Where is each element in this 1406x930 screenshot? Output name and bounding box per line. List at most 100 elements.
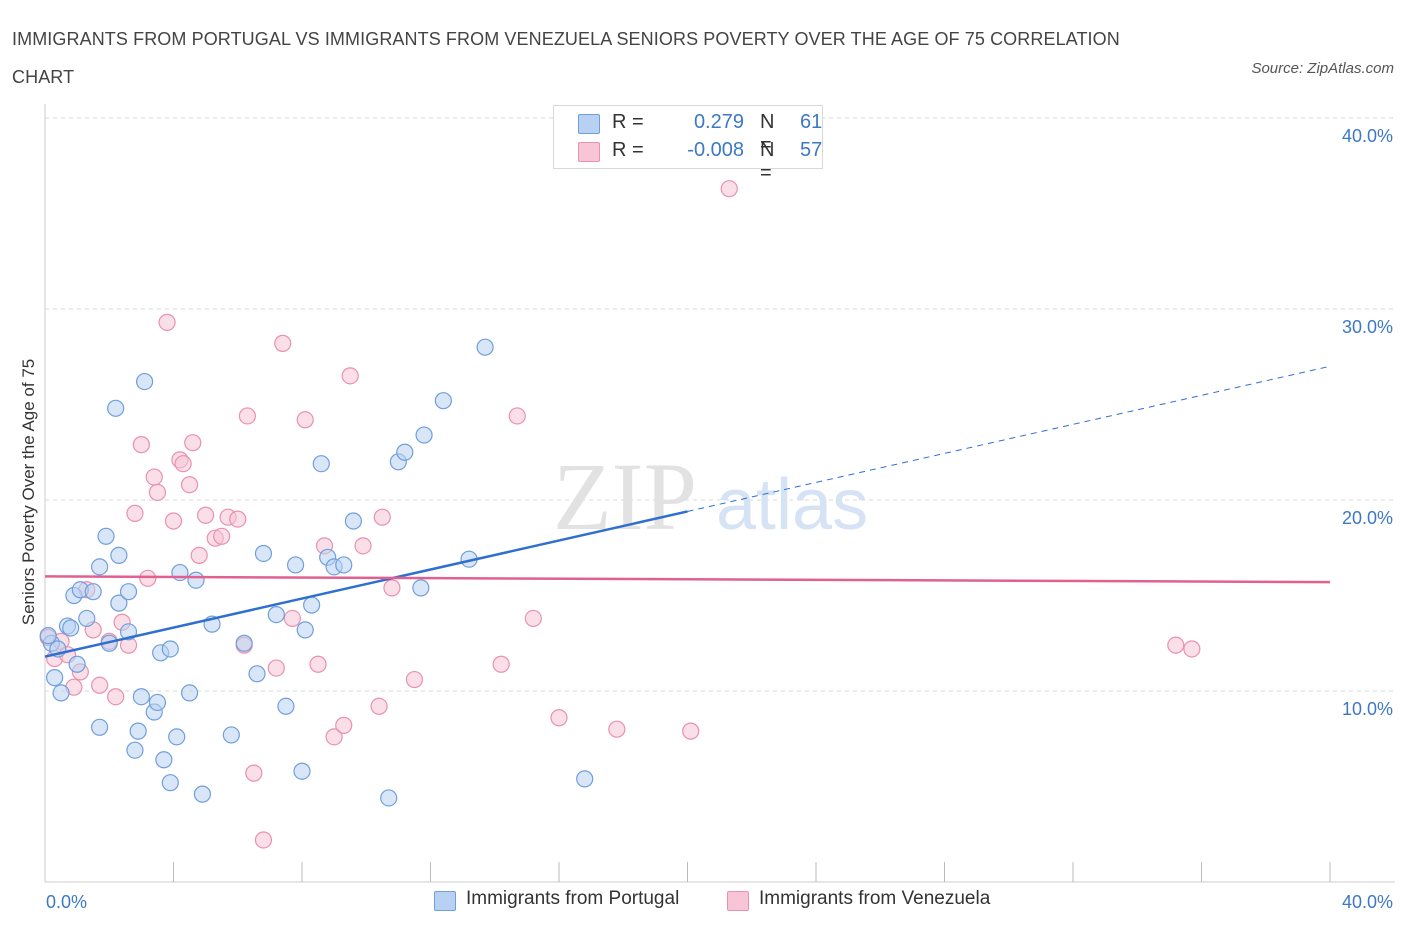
portugal-point [91, 718, 109, 736]
legend-n-label: N = [760, 111, 775, 156]
watermark-zip: ZIP [553, 443, 697, 550]
portugal-point [267, 605, 285, 624]
portugal-point [110, 546, 128, 564]
portugal-point [155, 751, 173, 769]
portugal-point [277, 697, 295, 715]
portugal-point [380, 789, 398, 807]
y-axis-label: Seniors Poverty Over the Age of 75 [19, 359, 38, 625]
legend-r-value: 0.279 [693, 111, 744, 133]
portugal-point [107, 399, 125, 417]
portugal-point [396, 443, 414, 461]
chart-title: IMMIGRANTS FROM PORTUGAL VS IMMIGRANTS F… [12, 29, 1120, 87]
portugal-point [78, 609, 96, 628]
axes [44, 104, 1395, 883]
venezuela-point [370, 697, 388, 715]
portugal-point [110, 594, 128, 612]
venezuela-point [132, 436, 150, 454]
venezuela-point [373, 508, 391, 526]
venezuela-point [107, 688, 125, 706]
legend-swatch-venezuela [727, 891, 749, 911]
portugal-point [344, 512, 362, 530]
portugal-trend-line [44, 510, 688, 658]
portugal-point [161, 640, 179, 658]
portugal-point [187, 571, 205, 589]
legend-label-venezuela: Immigrants from Venezuela [759, 888, 991, 909]
portugal-point [148, 693, 167, 712]
venezuela-point [180, 476, 199, 494]
y-tick-labels: 10.0% 20.0% 30.0% 40.0% [1342, 126, 1393, 719]
venezuela-point [267, 659, 285, 677]
venezuela-point [508, 407, 526, 425]
stats-legend: R = 0.279 N = 61 R = -0.008 N = 57 [553, 105, 823, 184]
legend-n-label: N = [760, 139, 775, 184]
y-tick-label: 20.0% [1342, 508, 1393, 528]
portugal-point [62, 619, 80, 637]
legend-swatch-portugal [434, 891, 456, 911]
portugal-point [235, 634, 253, 652]
x-tick-labels: 0.0% 40.0% [46, 892, 1393, 912]
x-tick-label: 0.0% [46, 892, 87, 912]
venezuela-point [383, 579, 401, 597]
venezuela-point [524, 609, 542, 628]
source-label: Source: ZipAtlas.com [1251, 60, 1394, 77]
venezuela-point [1183, 640, 1201, 658]
portugal-point [84, 583, 102, 601]
portugal-point [193, 785, 212, 803]
y-tick-label: 40.0% [1342, 126, 1393, 146]
portugal-point [119, 583, 138, 601]
venezuela-point [296, 411, 314, 429]
venezuela-point [126, 504, 144, 522]
venezuela-point [274, 334, 292, 352]
portugal-point [293, 762, 311, 780]
portugal-point [129, 722, 147, 740]
venezuela-point [1167, 636, 1185, 654]
portugal-point [132, 688, 150, 706]
venezuela-point [229, 510, 247, 528]
portugal-point [296, 621, 314, 639]
venezuela-point [405, 670, 424, 689]
portugal-point [286, 556, 305, 574]
venezuela-point [325, 728, 343, 746]
trend-lines [44, 365, 1331, 658]
portugal-point [476, 338, 494, 356]
legend-n-value: 57 [800, 139, 823, 161]
gridlines [45, 117, 1395, 692]
series-portugal-points [39, 338, 594, 807]
venezuela-point [238, 407, 256, 425]
venezuela-point [139, 569, 157, 587]
venezuela-point [335, 716, 353, 734]
venezuela-point [213, 527, 231, 545]
venezuela-point [682, 722, 700, 740]
series-venezuela-points [39, 180, 1201, 849]
portugal-point [91, 558, 109, 576]
portugal-point [52, 684, 70, 702]
legend-label-portugal: Immigrants from Portugal [466, 888, 680, 909]
portugal-point [254, 544, 273, 563]
watermark-atlas: atlas [716, 465, 868, 545]
venezuela-point [254, 831, 273, 849]
venezuela-point [184, 434, 202, 452]
portugal-point [303, 596, 321, 614]
y-tick-label: 10.0% [1342, 699, 1393, 719]
portugal-point [312, 455, 330, 473]
venezuela-point [341, 367, 359, 385]
venezuela-point [158, 313, 176, 331]
venezuela-point [145, 468, 163, 486]
portugal-point [126, 741, 144, 759]
portugal-point [161, 774, 179, 792]
legend-swatch-venezuela [578, 142, 600, 162]
legend-n-value: 61 [800, 111, 823, 133]
venezuela-point [550, 709, 568, 727]
portugal-point [135, 372, 154, 391]
legend-r-label: R = [612, 139, 644, 161]
venezuela-point [190, 546, 208, 564]
venezuela-point [148, 483, 167, 501]
portugal-point [415, 426, 433, 444]
legend-r-value: -0.008 [687, 139, 744, 161]
portugal-point [248, 665, 266, 683]
portugal-point [412, 579, 430, 597]
portugal-point [68, 655, 86, 673]
venezuela-point [164, 512, 183, 530]
venezuela-point [174, 455, 192, 473]
